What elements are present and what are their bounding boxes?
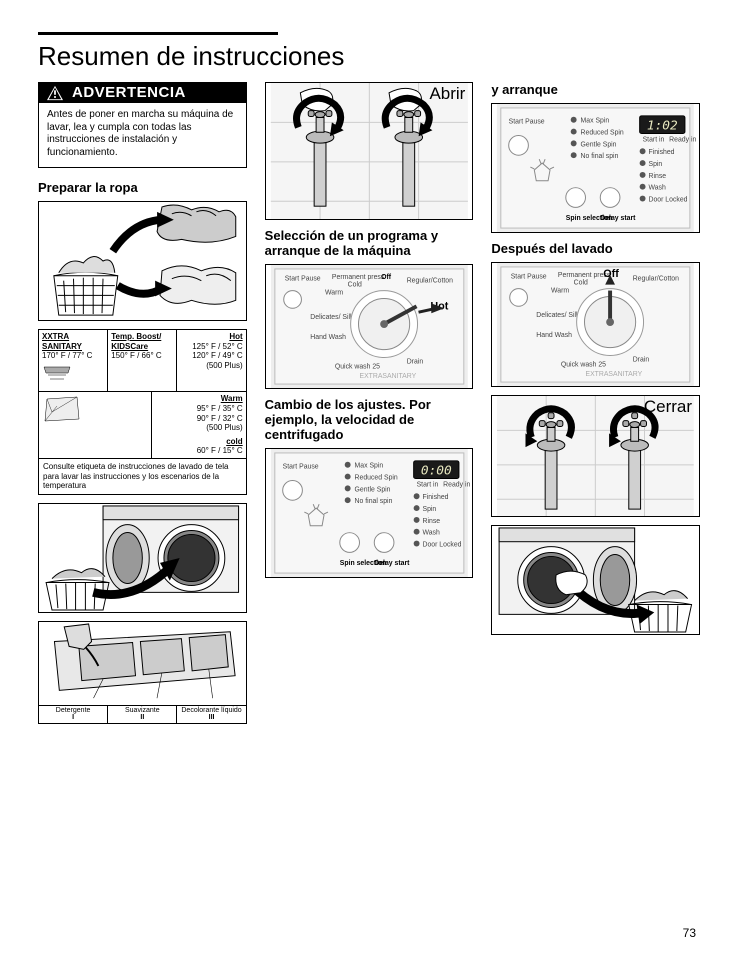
- svg-text:Start Pause: Start Pause: [284, 276, 320, 283]
- svg-text:Rinse: Rinse: [422, 518, 440, 525]
- svg-text:Regular/Cotton: Regular/Cotton: [633, 276, 679, 283]
- svg-text:EXTRASANITARY: EXTRASANITARY: [586, 371, 643, 378]
- fig-open-wrap: Abrir: [265, 82, 474, 220]
- page-title: Resumen de instrucciones: [38, 41, 700, 72]
- section-start: y arranque: [491, 82, 700, 97]
- svg-text:Door Locked: Door Locked: [649, 196, 688, 203]
- svg-text:Delicates/ Silk: Delicates/ Silk: [537, 312, 581, 319]
- svg-text:Start Pause: Start Pause: [509, 119, 545, 126]
- svg-text:Gentle Spin: Gentle Spin: [581, 141, 617, 148]
- svg-text:Permanent press: Permanent press: [332, 274, 385, 281]
- svg-text:Finished: Finished: [422, 494, 448, 501]
- temp-footnote: Consulte etiqueta de instrucciones de la…: [39, 458, 246, 494]
- svg-text:Cold: Cold: [574, 280, 588, 287]
- svg-text:Hand Wash: Hand Wash: [310, 334, 346, 341]
- svg-text:Start in: Start in: [643, 136, 665, 143]
- temp-cloth-icon: [39, 392, 152, 458]
- svg-text:No final spin: No final spin: [581, 153, 619, 160]
- col-1: ADVERTENCIA Antes de poner en marcha su …: [38, 82, 247, 732]
- col-2: Abrir Selección de un programa y arranqu…: [265, 82, 474, 732]
- svg-text:Drain: Drain: [406, 358, 423, 365]
- label-cerrar: Cerrar: [644, 397, 692, 417]
- svg-text:Ready in: Ready in: [670, 136, 697, 143]
- svg-text:Start Pause: Start Pause: [511, 274, 547, 281]
- svg-text:Warm: Warm: [551, 288, 569, 295]
- temp-table: XXTRA SANITARY 170° F / 77° C Temp. Boos…: [38, 329, 247, 495]
- svg-text:Warm: Warm: [325, 290, 343, 297]
- warning-label: ADVERTENCIA: [72, 84, 186, 101]
- fig-load-washer: [38, 503, 247, 613]
- warning-text: Antes de poner en marcha su máquina de l…: [38, 103, 247, 168]
- svg-text:No final spin: No final spin: [354, 498, 392, 505]
- svg-text:Reduced Spin: Reduced Spin: [354, 475, 397, 482]
- svg-text:Spin: Spin: [649, 161, 663, 168]
- temp-xxtra: XXTRA SANITARY 170° F / 77° C: [39, 330, 108, 391]
- svg-text:Start Pause: Start Pause: [282, 464, 318, 471]
- svg-text:Max Spin: Max Spin: [354, 463, 383, 470]
- svg-text:Regular/Cotton: Regular/Cotton: [406, 278, 452, 285]
- svg-text:Spin: Spin: [422, 506, 436, 513]
- svg-text:Wash: Wash: [649, 185, 666, 192]
- temp-hot: Hot 125° F / 52° C 120° F / 49° C (500 P…: [177, 330, 245, 391]
- fig-dial-off: Start Pause Permanent press Cold Warm Of…: [491, 262, 700, 387]
- svg-text:Off: Off: [381, 274, 392, 281]
- section-program: Selección de un programa y arranque de l…: [265, 228, 474, 258]
- fig-program-dial: Start Pause Permanent press Cold Warm Of…: [265, 264, 474, 389]
- col-3: y arranque Start Pause Max Spin Reduced …: [491, 82, 700, 732]
- svg-text:Drain: Drain: [633, 356, 650, 363]
- svg-text:Rinse: Rinse: [649, 173, 667, 180]
- section-after: Después del lavado: [491, 241, 700, 256]
- warning-icon: [46, 85, 64, 101]
- section-prepare: Preparar la ropa: [38, 180, 247, 195]
- svg-text:Cold: Cold: [347, 282, 361, 289]
- columns: ADVERTENCIA Antes de poner en marcha su …: [38, 82, 700, 732]
- svg-text:Hand Wash: Hand Wash: [537, 332, 573, 339]
- svg-text:Wash: Wash: [422, 530, 439, 537]
- temp-boost: Temp. Boost/ KIDSCare 150° F / 66° C: [108, 330, 177, 391]
- svg-text:Max Spin: Max Spin: [581, 118, 610, 125]
- svg-text:0:00: 0:00: [421, 464, 452, 479]
- svg-text:Gentle Spin: Gentle Spin: [354, 486, 390, 493]
- fig-unload-washer: [491, 525, 700, 635]
- fig-sort-laundry: [38, 201, 247, 321]
- fig-controls-000: Start Pause Max Spin Reduced Spin Gentle…: [265, 448, 474, 578]
- label-abrir: Abrir: [429, 84, 465, 104]
- fig-close-wrap: Cerrar: [491, 395, 700, 517]
- svg-text:Ready in: Ready in: [443, 481, 470, 488]
- top-rule: [38, 32, 278, 35]
- svg-text:Delay start: Delay start: [374, 560, 410, 567]
- page-number: 73: [683, 926, 696, 940]
- fig-detergent-drawer: [38, 621, 247, 706]
- detergent-labels: DetergenteI SuavizanteII Decolorante líq…: [38, 706, 247, 724]
- section-settings: Cambio de los ajustes. Por ejemplo, la v…: [265, 397, 474, 442]
- svg-text:Delicates/ Silk: Delicates/ Silk: [310, 314, 354, 321]
- temp-warm: Warm 95° F / 35° C 90° F / 32° C (500 Pl…: [152, 392, 246, 458]
- svg-text:Delay start: Delay start: [601, 215, 637, 222]
- svg-text:Start in: Start in: [416, 481, 438, 488]
- warning-header: ADVERTENCIA: [38, 82, 247, 103]
- svg-text:Quick wash 25: Quick wash 25: [561, 361, 606, 368]
- svg-text:Quick wash 25: Quick wash 25: [335, 363, 380, 370]
- svg-text:Door Locked: Door Locked: [422, 541, 461, 548]
- svg-text:Finished: Finished: [649, 149, 675, 156]
- svg-text:Reduced Spin: Reduced Spin: [581, 130, 624, 137]
- svg-text:EXTRASANITARY: EXTRASANITARY: [359, 373, 416, 380]
- svg-text:1:02: 1:02: [647, 119, 678, 134]
- fig-controls-102: Start Pause Max Spin Reduced Spin Gentle…: [491, 103, 700, 233]
